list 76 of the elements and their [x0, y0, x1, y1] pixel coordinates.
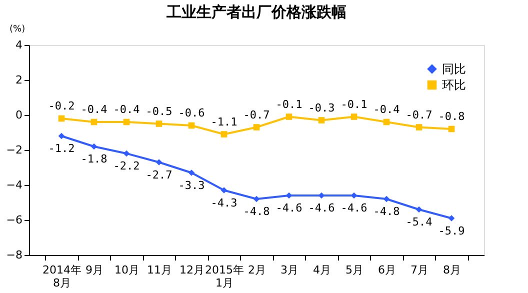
data-label: -0.5 — [146, 104, 172, 118]
x-tick-label: 11月 — [147, 264, 172, 276]
x-tick-label: 7月 — [410, 264, 428, 276]
legend-label: 同比 — [442, 62, 466, 76]
point — [416, 124, 422, 130]
point — [188, 170, 195, 176]
chart-title: 工业生产者出厂价格涨跌幅 — [166, 3, 346, 21]
data-label: -0.8 — [438, 110, 465, 123]
data-label: -0.2 — [48, 100, 75, 112]
point — [220, 187, 228, 194]
point — [90, 118, 98, 126]
x-tick-label: 12月 — [180, 264, 204, 276]
point — [188, 122, 195, 129]
point — [448, 215, 455, 222]
data-label: -0.1 — [340, 98, 368, 111]
data-label: -0.3 — [308, 101, 335, 114]
data-label: -4.6 — [308, 202, 335, 214]
x-tick-label: 5月 — [346, 264, 364, 276]
point — [350, 114, 358, 120]
data-label: -0.4 — [80, 103, 108, 116]
point — [383, 196, 390, 202]
point — [123, 118, 130, 126]
data-label: -0.1 — [276, 98, 302, 111]
data-label: -3.3 — [178, 178, 205, 192]
point — [123, 150, 130, 157]
point — [383, 118, 390, 126]
point — [286, 114, 292, 120]
data-label: -5.4 — [406, 216, 433, 228]
data-label: -4.3 — [210, 196, 238, 210]
data-label: -4.6 — [276, 202, 302, 214]
data-label: -0.7 — [406, 108, 432, 122]
y-tick-label: −8 — [6, 248, 22, 262]
data-label: -1.8 — [80, 152, 108, 166]
point — [90, 143, 98, 150]
data-label: -4.6 — [340, 202, 368, 214]
point — [220, 131, 228, 138]
data-label: -0.6 — [178, 106, 205, 120]
point — [156, 120, 162, 127]
point — [318, 117, 325, 124]
y-tick-label: −4 — [6, 178, 22, 192]
x-tick-label: 4月 — [313, 264, 331, 276]
data-label: -5.9 — [438, 224, 465, 238]
x-tick-label: 6月 — [378, 264, 396, 276]
data-label: -1.1 — [210, 115, 238, 128]
y-tick-label: 4 — [16, 38, 22, 52]
y-tick-label: −6 — [6, 214, 22, 226]
y-tick-label: 2 — [16, 74, 22, 86]
y-tick-label: −2 — [6, 144, 22, 156]
point — [318, 192, 325, 199]
point — [58, 132, 65, 140]
x-tick-label: 10月 — [114, 264, 140, 276]
data-label: -2.7 — [146, 168, 172, 182]
data-label: -0.4 — [373, 103, 400, 116]
x-tick-label: 2015年 1月 — [205, 264, 244, 290]
x-tick-label: 8月 — [443, 264, 461, 276]
x-tick-label: 9月 — [86, 264, 104, 276]
point — [286, 192, 292, 199]
y-tick-label: 0 — [16, 108, 22, 122]
point — [253, 124, 260, 130]
x-tick-label: 2月 — [248, 264, 266, 276]
point — [350, 192, 358, 199]
data-label: -4.8 — [243, 205, 270, 218]
x-tick-label: 2014年 8月 — [42, 264, 82, 290]
point — [416, 206, 422, 213]
legend-label: 环比 — [442, 78, 466, 92]
point — [253, 196, 260, 202]
point — [448, 126, 455, 132]
point — [156, 159, 162, 166]
data-label: -4.8 — [373, 205, 400, 218]
y-axis-title: (%) — [10, 24, 26, 34]
data-label: -2.2 — [113, 160, 140, 172]
point — [58, 115, 65, 122]
data-label: -1.2 — [48, 142, 75, 155]
data-label: -0.7 — [243, 108, 270, 122]
x-tick-label: 3月 — [280, 264, 298, 276]
data-label: -0.4 — [113, 103, 140, 116]
